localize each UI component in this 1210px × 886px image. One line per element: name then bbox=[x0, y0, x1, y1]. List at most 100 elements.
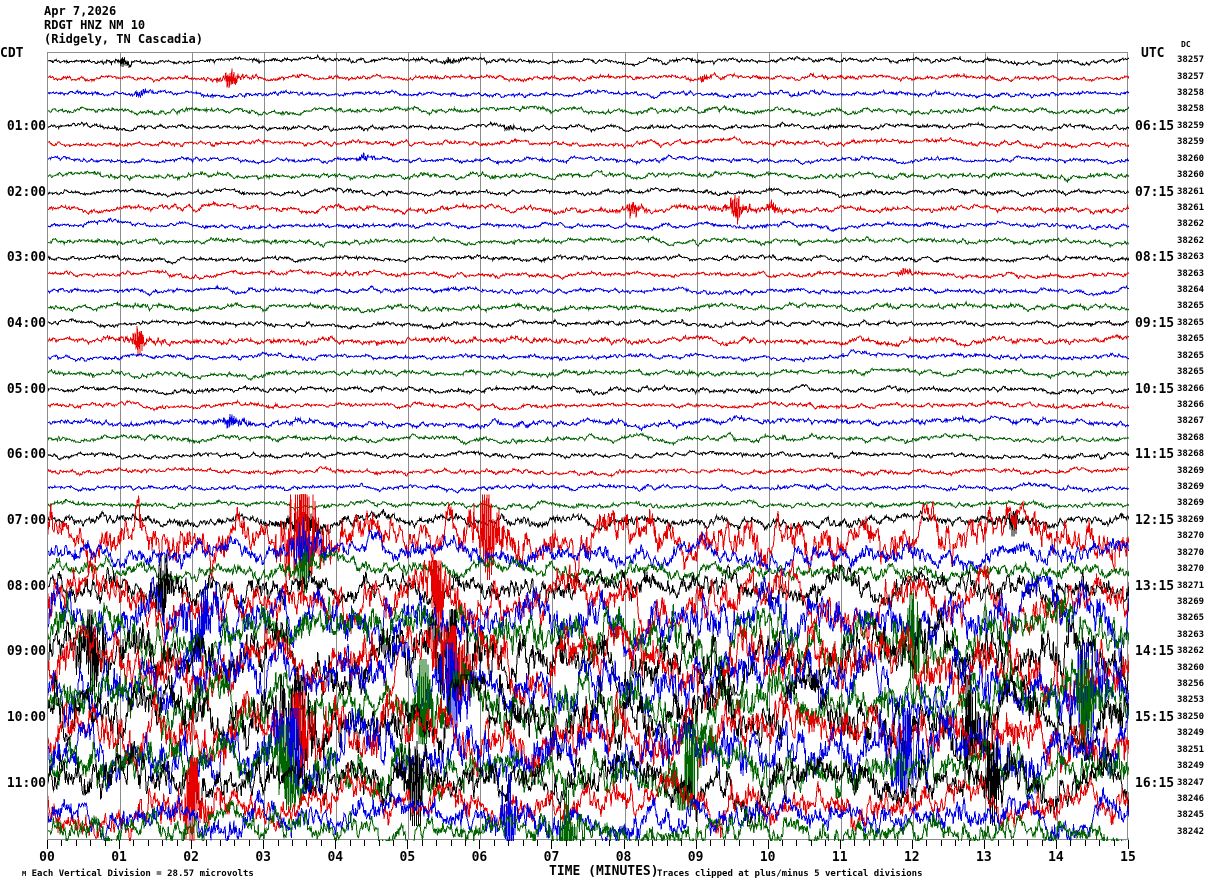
x-axis-label-05: 05 bbox=[399, 850, 416, 865]
x-tick-major-15 bbox=[1128, 840, 1129, 849]
dc-value-row-1: 38257 bbox=[1177, 71, 1205, 82]
header-date: Apr 7,2026 bbox=[44, 4, 117, 18]
dc-value-row-42: 38251 bbox=[1177, 744, 1205, 755]
dc-value-row-33: 38269 bbox=[1177, 596, 1205, 607]
dc-value-row-39: 38253 bbox=[1177, 695, 1205, 706]
trace-02-45 bbox=[48, 235, 1129, 249]
dc-value-row-21: 38266 bbox=[1177, 399, 1205, 410]
trace-01-15 bbox=[48, 135, 1129, 150]
dc-value-row-15: 38265 bbox=[1177, 301, 1205, 312]
left-time-label-0800: 08:00 bbox=[6, 578, 46, 594]
x-tick-major-11 bbox=[840, 840, 841, 849]
x-tick-minor bbox=[148, 840, 149, 846]
x-tick-minor bbox=[955, 840, 956, 846]
x-tick-minor bbox=[825, 840, 826, 846]
trace-07-00 bbox=[48, 498, 1129, 554]
x-tick-minor bbox=[379, 840, 380, 846]
grid-line-minute-04 bbox=[336, 53, 337, 839]
x-tick-minor bbox=[1027, 840, 1028, 846]
dc-value-row-44: 38247 bbox=[1177, 777, 1205, 788]
dc-value-row-27: 38269 bbox=[1177, 498, 1205, 509]
right-time-label-0615: 06:15 bbox=[1135, 118, 1175, 134]
x-tick-minor bbox=[667, 840, 668, 846]
grid-line-minute-08 bbox=[625, 53, 626, 839]
x-tick-minor bbox=[941, 840, 942, 846]
grid-line-minute-07 bbox=[552, 53, 553, 839]
dc-value-row-19: 38265 bbox=[1177, 367, 1205, 378]
trace-00-00 bbox=[48, 54, 1129, 68]
x-tick-minor bbox=[753, 840, 754, 846]
trace-02-00 bbox=[48, 186, 1129, 199]
trace-10-30 bbox=[48, 706, 1129, 794]
x-axis-label-14: 14 bbox=[1048, 850, 1064, 865]
chart-header: Apr 7,2026 RDGT HNZ NM 10 (Ridgely, TN C… bbox=[44, 4, 203, 46]
trace-09-15 bbox=[48, 624, 1129, 712]
trace-09-30 bbox=[48, 641, 1129, 729]
dc-value-row-41: 38249 bbox=[1177, 728, 1205, 739]
dc-value-row-43: 38249 bbox=[1177, 761, 1205, 772]
header-station: RDGT HNZ NM 10 bbox=[44, 18, 146, 32]
x-tick-major-09 bbox=[696, 840, 697, 849]
grid-line-minute-06 bbox=[480, 53, 481, 839]
trace-00-15 bbox=[48, 68, 1129, 88]
x-tick-major-04 bbox=[335, 840, 336, 849]
x-tick-minor bbox=[422, 840, 423, 846]
dc-value-row-16: 38265 bbox=[1177, 317, 1205, 328]
x-tick-major-08 bbox=[624, 840, 625, 849]
dc-value-row-31: 38270 bbox=[1177, 564, 1205, 575]
x-tick-minor bbox=[234, 840, 235, 846]
x-tick-major-00 bbox=[47, 840, 48, 849]
x-tick-minor bbox=[465, 840, 466, 846]
grid-layer bbox=[48, 53, 1127, 839]
x-tick-minor bbox=[393, 840, 394, 846]
x-tick-minor bbox=[451, 840, 452, 846]
trace-06-15 bbox=[48, 465, 1129, 478]
x-tick-major-10 bbox=[768, 840, 769, 849]
trace-11-30 bbox=[48, 773, 1129, 841]
dc-value-row-34: 38265 bbox=[1177, 613, 1205, 624]
trace-08-00 bbox=[48, 553, 1129, 626]
trace-05-15 bbox=[48, 399, 1129, 412]
trace-06-00 bbox=[48, 449, 1129, 461]
x-tick-minor bbox=[177, 840, 178, 846]
left-time-label-1000: 10:00 bbox=[6, 709, 46, 725]
grid-line-minute-02 bbox=[192, 53, 193, 839]
right-time-label-1615: 16:15 bbox=[1135, 775, 1175, 791]
trace-04-00 bbox=[48, 318, 1129, 331]
x-axis-label-13: 13 bbox=[976, 850, 992, 865]
right-time-label-1515: 15:15 bbox=[1135, 709, 1175, 725]
dc-value-row-4: 38259 bbox=[1177, 120, 1205, 131]
dc-value-row-37: 38260 bbox=[1177, 662, 1205, 673]
right-time-label-1415: 14:15 bbox=[1135, 644, 1175, 660]
x-tick-minor bbox=[1085, 840, 1086, 846]
x-tick-minor bbox=[90, 840, 91, 846]
trace-00-30 bbox=[48, 88, 1129, 100]
trace-04-30 bbox=[48, 348, 1129, 363]
x-tick-minor bbox=[1042, 840, 1043, 846]
dc-value-row-32: 38271 bbox=[1177, 580, 1205, 591]
x-tick-minor bbox=[897, 840, 898, 846]
grid-line-minute-14 bbox=[1057, 53, 1058, 839]
x-tick-minor bbox=[638, 840, 639, 846]
right-time-label-1215: 12:15 bbox=[1135, 512, 1175, 528]
dc-value-row-38: 38256 bbox=[1177, 679, 1205, 690]
x-tick-minor bbox=[523, 840, 524, 846]
left-time-label-0900: 09:00 bbox=[6, 644, 46, 660]
dc-value-row-20: 38266 bbox=[1177, 383, 1205, 394]
x-tick-minor bbox=[811, 840, 812, 846]
x-tick-minor bbox=[76, 840, 77, 846]
left-timezone-label: CDT bbox=[0, 46, 24, 61]
x-axis-title: TIME (MINUTES) bbox=[549, 864, 659, 879]
header-location: (Ridgely, TN Cascadia) bbox=[44, 32, 203, 46]
left-time-label-0700: 07:00 bbox=[6, 512, 46, 528]
grid-line-minute-09 bbox=[697, 53, 698, 839]
x-tick-minor bbox=[796, 840, 797, 846]
trace-03-45 bbox=[48, 300, 1129, 314]
dc-value-row-30: 38270 bbox=[1177, 547, 1205, 558]
trace-01-30 bbox=[48, 152, 1129, 166]
x-tick-minor bbox=[926, 840, 927, 846]
trace-05-00 bbox=[48, 383, 1129, 396]
trace-05-45 bbox=[48, 431, 1129, 447]
x-tick-minor bbox=[854, 840, 855, 846]
